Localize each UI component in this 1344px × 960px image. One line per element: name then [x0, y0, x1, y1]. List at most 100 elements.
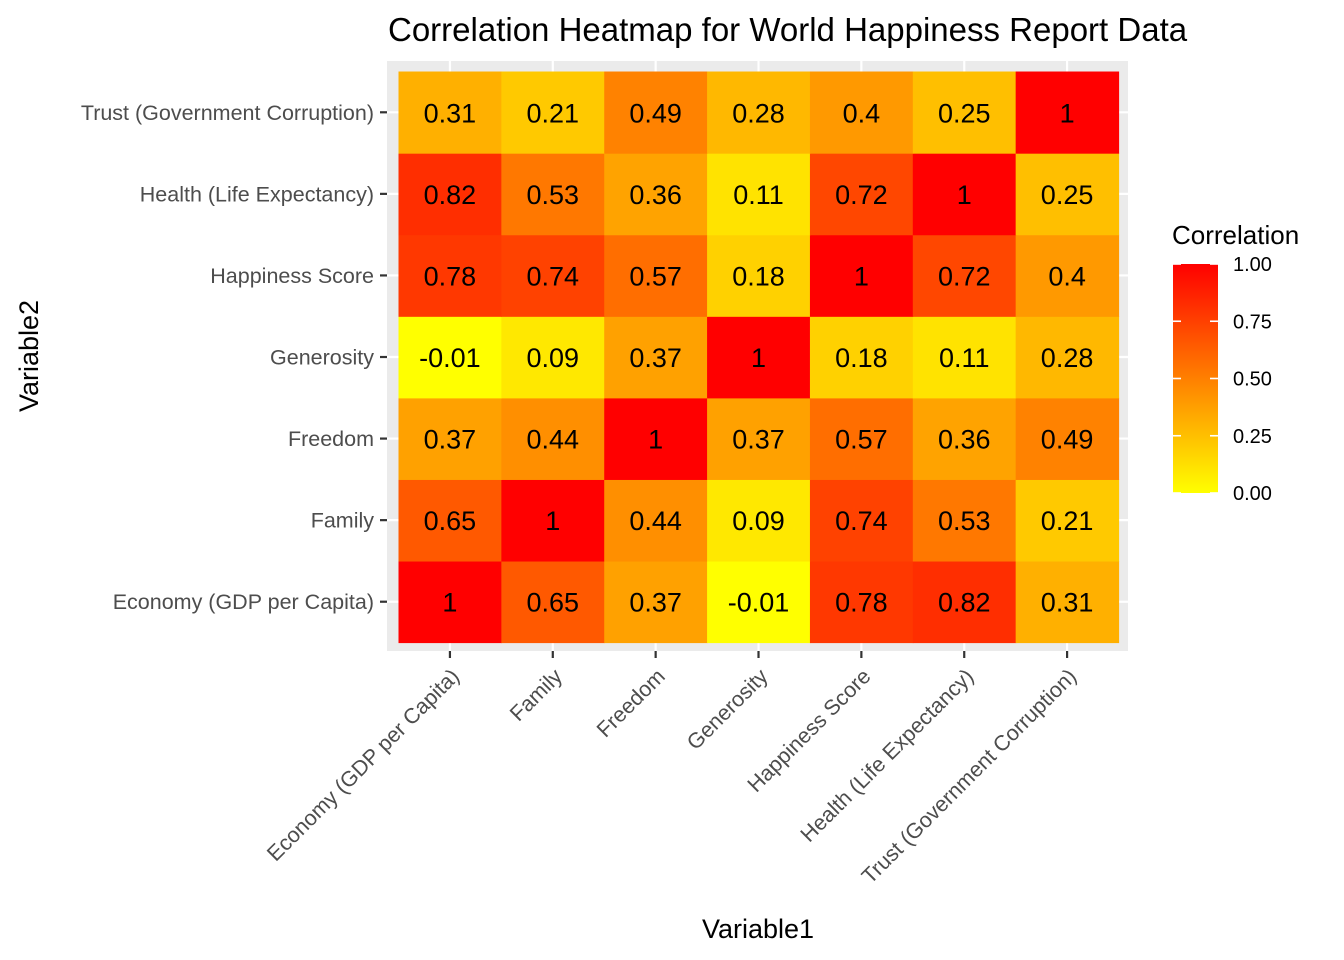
heatmap-cell: [604, 397, 708, 480]
heatmap-cell: [604, 71, 708, 154]
cell-value-label: 1: [751, 343, 766, 373]
cell-value-label: 0.25: [1041, 180, 1094, 210]
heatmap-cell: [398, 234, 502, 317]
heatmap-cell: [707, 234, 811, 317]
y-tick-label: Trust (Government Corruption): [81, 101, 374, 125]
heatmap-cell: [398, 71, 502, 154]
heatmap-cell: [912, 316, 1017, 399]
cell-value-label: 1: [1060, 98, 1075, 128]
cell-value-label: 0.11: [939, 343, 990, 373]
heatmap-cell: [501, 316, 605, 399]
heatmap-cell: [604, 316, 708, 399]
cell-value-label: 0.37: [629, 588, 682, 618]
heatmap-cell: [501, 560, 605, 644]
cell-value-label: 0.49: [1041, 425, 1094, 455]
heatmap-cell: [912, 71, 1017, 154]
cell-value-label: -0.01: [419, 343, 481, 373]
heatmap-cell: [604, 479, 708, 562]
cell-value-label: 0.53: [527, 180, 580, 210]
legend-tick-label: 0.00: [1233, 483, 1272, 505]
cell-value-label: 0.18: [732, 261, 785, 291]
cell-value-label: 0.78: [835, 588, 888, 618]
x-tick-label: Trust (Government Corruption): [857, 664, 1081, 888]
cell-value-label: 0.37: [424, 425, 477, 455]
cell-labels: 1 0.65 0.37 -0.01 0.78 0.82 0.31 0.65 1 0.44 0.09 0…: [419, 98, 1093, 617]
legend: Correlation 0.00 0.25 0.50 0.75 1.00: [1172, 220, 1299, 505]
y-tick-label: Economy (GDP per Capita): [113, 590, 374, 614]
heatmap-cell: [809, 234, 914, 317]
cell-value-label: 0.4: [843, 98, 881, 128]
legend-tick-label: 0.50: [1233, 369, 1272, 391]
heatmap-cell: [707, 397, 811, 480]
heatmap-cell: [398, 479, 502, 562]
heatmap-cell: [398, 397, 502, 480]
cell-value-label: 0.49: [629, 98, 682, 128]
legend-tick-label: 0.75: [1233, 311, 1272, 333]
heatmap-cell: [1015, 316, 1120, 399]
heatmap-cell: [1015, 479, 1120, 562]
cell-value-label: 0.57: [629, 261, 682, 291]
cell-value-label: 0.53: [938, 506, 991, 536]
heatmap-cell: [809, 71, 914, 154]
cell-value-label: 1: [648, 425, 663, 455]
heatmap-cell: [501, 153, 605, 236]
cell-value-label: 0.72: [938, 261, 991, 291]
heatmap-cell: [398, 153, 502, 236]
cell-value-label: 0.31: [1041, 588, 1094, 618]
heatmap-cell: [604, 153, 708, 236]
x-tick-label: Family: [505, 664, 567, 726]
cell-value-label: 0.21: [527, 98, 580, 128]
cell-value-label: 0.82: [424, 180, 477, 210]
cell-value-label: 0.4: [1048, 261, 1086, 291]
cell-value-label: 0.28: [1041, 343, 1094, 373]
y-tick-label: Generosity: [270, 346, 374, 370]
heatmap-cell: [912, 479, 1017, 562]
legend-ticks: 0.00 0.25 0.50 0.75 1.00: [1173, 254, 1272, 505]
y-tick-label: Family: [311, 509, 375, 533]
x-tick-label: Health (Life Expectancy): [796, 664, 979, 847]
heatmap-cell: [1015, 397, 1120, 480]
cell-value-label: 0.28: [732, 98, 785, 128]
y-tick-label: Health (Life Expectancy): [140, 182, 374, 206]
cell-value-label: 0.74: [527, 261, 580, 291]
x-tick-label: Generosity: [682, 664, 773, 755]
x-tick-label: Economy (GDP per Capita): [262, 664, 464, 866]
heatmap-cell: [809, 479, 914, 562]
cell-value-label: 0.31: [424, 98, 477, 128]
cell-value-label: -0.01: [728, 588, 790, 618]
cell-value-label: 1: [854, 261, 869, 291]
cell-value-label: 0.21: [1041, 506, 1094, 536]
heatmap-cell: [912, 560, 1017, 644]
cell-value-label: 0.65: [424, 506, 477, 536]
cell-value-label: 0.18: [835, 343, 888, 373]
heatmap-cell: [1015, 71, 1120, 154]
cell-value-label: 0.11: [733, 180, 784, 210]
heatmap-cell: [501, 234, 605, 317]
heatmap-cell: [1015, 560, 1120, 644]
heatmap-cell: [809, 560, 914, 644]
y-tick-label: Freedom: [288, 427, 374, 451]
heatmap-cell: [707, 153, 811, 236]
legend-tick-label: 1.00: [1233, 254, 1272, 276]
chart-title: Correlation Heatmap for World Happiness …: [388, 11, 1188, 48]
cell-value-label: 0.44: [527, 425, 580, 455]
heatmap-cell: [809, 153, 914, 236]
heatmap-cell: [501, 71, 605, 154]
cell-value-label: 0.78: [424, 261, 477, 291]
heatmap-cell: [707, 316, 811, 399]
heatmap-cell: [707, 71, 811, 154]
cell-value-label: 0.09: [732, 506, 785, 536]
heatmap-cell: [604, 560, 708, 644]
cell-value-label: 0.74: [835, 506, 888, 536]
legend-title: Correlation: [1172, 220, 1299, 250]
heatmap-cell: [809, 316, 914, 399]
heatmap-cell: [604, 234, 708, 317]
cell-value-label: 0.36: [629, 180, 682, 210]
x-tick-label: Freedom: [592, 664, 670, 742]
heatmap-cell: [912, 397, 1017, 480]
heatmap-cell: [707, 479, 811, 562]
cell-value-label: 1: [957, 180, 972, 210]
cell-value-label: 0.36: [938, 425, 991, 455]
x-axis-title: Variable1: [702, 914, 814, 944]
